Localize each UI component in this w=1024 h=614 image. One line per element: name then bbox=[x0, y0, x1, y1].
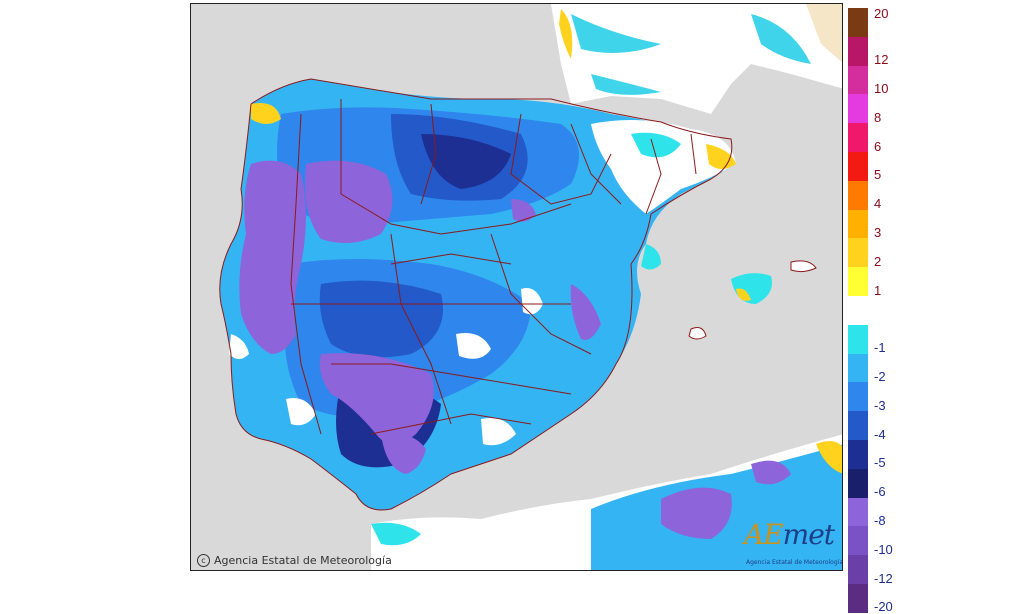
legend-label: -20 bbox=[874, 599, 893, 614]
legend-label: -6 bbox=[874, 484, 886, 500]
legend-label: 2 bbox=[874, 253, 882, 269]
legend-swatch bbox=[848, 238, 868, 268]
legend-label: -2 bbox=[874, 369, 886, 384]
legend-swatch bbox=[848, 267, 868, 297]
legend-swatch bbox=[848, 296, 868, 326]
legend-label: 12 bbox=[874, 52, 889, 68]
logo-subtitle: Agencia Estatal de Meteorología bbox=[746, 559, 843, 566]
aemet-wordmark: AEmet bbox=[744, 518, 835, 551]
legend-swatch bbox=[848, 555, 868, 585]
legend-swatch bbox=[848, 497, 868, 527]
color-legend: 20 12 10 8 6 5 4 3 2 1 -1 -2 -3 -4 -5 -6 -8 -10 -12 -20 bbox=[848, 7, 893, 614]
legend-swatch bbox=[848, 324, 868, 355]
copyright-icon: c bbox=[197, 554, 210, 567]
legend-label: 5 bbox=[874, 167, 882, 183]
legend-swatch bbox=[848, 584, 868, 614]
legend-label: -10 bbox=[874, 541, 893, 557]
legend-swatch bbox=[848, 440, 868, 470]
map-canvas bbox=[191, 4, 842, 570]
legend-swatch bbox=[848, 123, 868, 153]
legend-swatch bbox=[848, 36, 868, 67]
logo-ae: AE bbox=[744, 518, 784, 551]
aemet-logo: AEmet Agencia Estatal de Meteorología bbox=[742, 518, 842, 566]
regional-borders bbox=[219, 78, 733, 511]
legend-swatch bbox=[848, 180, 868, 211]
legend-swatch bbox=[848, 152, 868, 182]
legend-label: 10 bbox=[874, 81, 889, 96]
legend-label: 3 bbox=[874, 225, 882, 240]
legend-label: -8 bbox=[874, 513, 886, 528]
legend-label: 8 bbox=[874, 109, 882, 125]
legend-swatch bbox=[848, 411, 868, 441]
legend-swatch bbox=[848, 382, 868, 412]
legend-swatch bbox=[848, 209, 868, 239]
legend-swatch bbox=[848, 94, 868, 124]
legend-swatch bbox=[848, 8, 868, 38]
legend-label: -1 bbox=[874, 340, 886, 356]
legend-label: 1 bbox=[874, 282, 882, 298]
copyright-text: Agencia Estatal de Meteorología bbox=[214, 554, 392, 567]
legend-swatch bbox=[848, 65, 868, 95]
legend-label: 6 bbox=[874, 138, 882, 154]
legend-swatch bbox=[848, 468, 868, 499]
legend-label: -12 bbox=[874, 570, 893, 586]
legend-label: -3 bbox=[874, 397, 886, 413]
legend-label: -4 bbox=[874, 426, 886, 442]
copyright-notice: c Agencia Estatal de Meteorología bbox=[197, 554, 392, 567]
legend-label: 4 bbox=[874, 196, 882, 212]
legend-label: -5 bbox=[874, 455, 886, 471]
legend-swatch bbox=[848, 526, 868, 556]
legend-swatch bbox=[848, 353, 868, 383]
anomaly-map: c Agencia Estatal de Meteorología AEmet … bbox=[190, 3, 843, 571]
legend-label: 20 bbox=[874, 6, 889, 21]
logo-met: met bbox=[782, 518, 835, 551]
